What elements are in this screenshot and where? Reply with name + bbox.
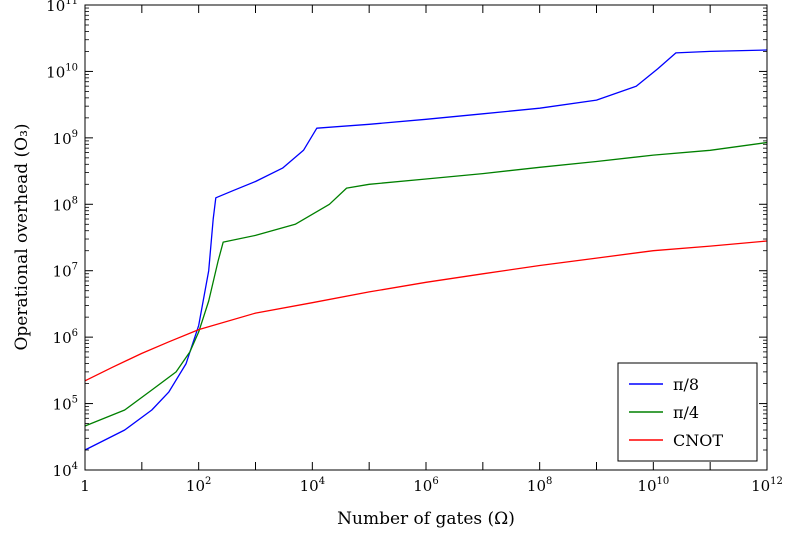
y-tick-label: 107	[53, 262, 78, 281]
y-tick-label: 104	[53, 461, 78, 480]
y-tick-label: 105	[53, 395, 78, 414]
ticks-layer: 1 102 104 106 108 1010 1012 104 105 106 107 108 109 1…	[46, 0, 783, 495]
series-line-1	[84, 141, 768, 427]
y-tick-label: 1011	[46, 0, 78, 15]
x-axis-label: Number of gates (Ω)	[337, 509, 515, 529]
y-tick-label: 108	[53, 195, 78, 214]
legend-label-2: CNOT	[673, 431, 723, 450]
y-tick-label: 106	[53, 328, 78, 347]
x-tick-label: 104	[300, 476, 325, 495]
x-tick-label: 108	[527, 476, 552, 495]
y-tick-label: 109	[53, 129, 78, 148]
y-tick-label: 1010	[46, 62, 78, 81]
x-tick-label: 1012	[751, 476, 783, 495]
plot-frame	[84, 4, 768, 471]
legend: π/8 π/4 CNOT	[617, 362, 758, 462]
x-tick-label: 1	[80, 477, 90, 495]
legend-label-1: π/4	[673, 403, 699, 422]
series-layer	[84, 49, 768, 451]
series-line-0	[84, 49, 768, 451]
x-tick-label: 102	[186, 476, 211, 495]
y-axis-label: Operational overhead (O₃)	[12, 123, 32, 350]
series-line-2	[84, 240, 768, 382]
legend-label-0: π/8	[673, 375, 699, 394]
x-tick-label: 1010	[637, 476, 669, 495]
x-tick-label: 106	[413, 476, 438, 495]
